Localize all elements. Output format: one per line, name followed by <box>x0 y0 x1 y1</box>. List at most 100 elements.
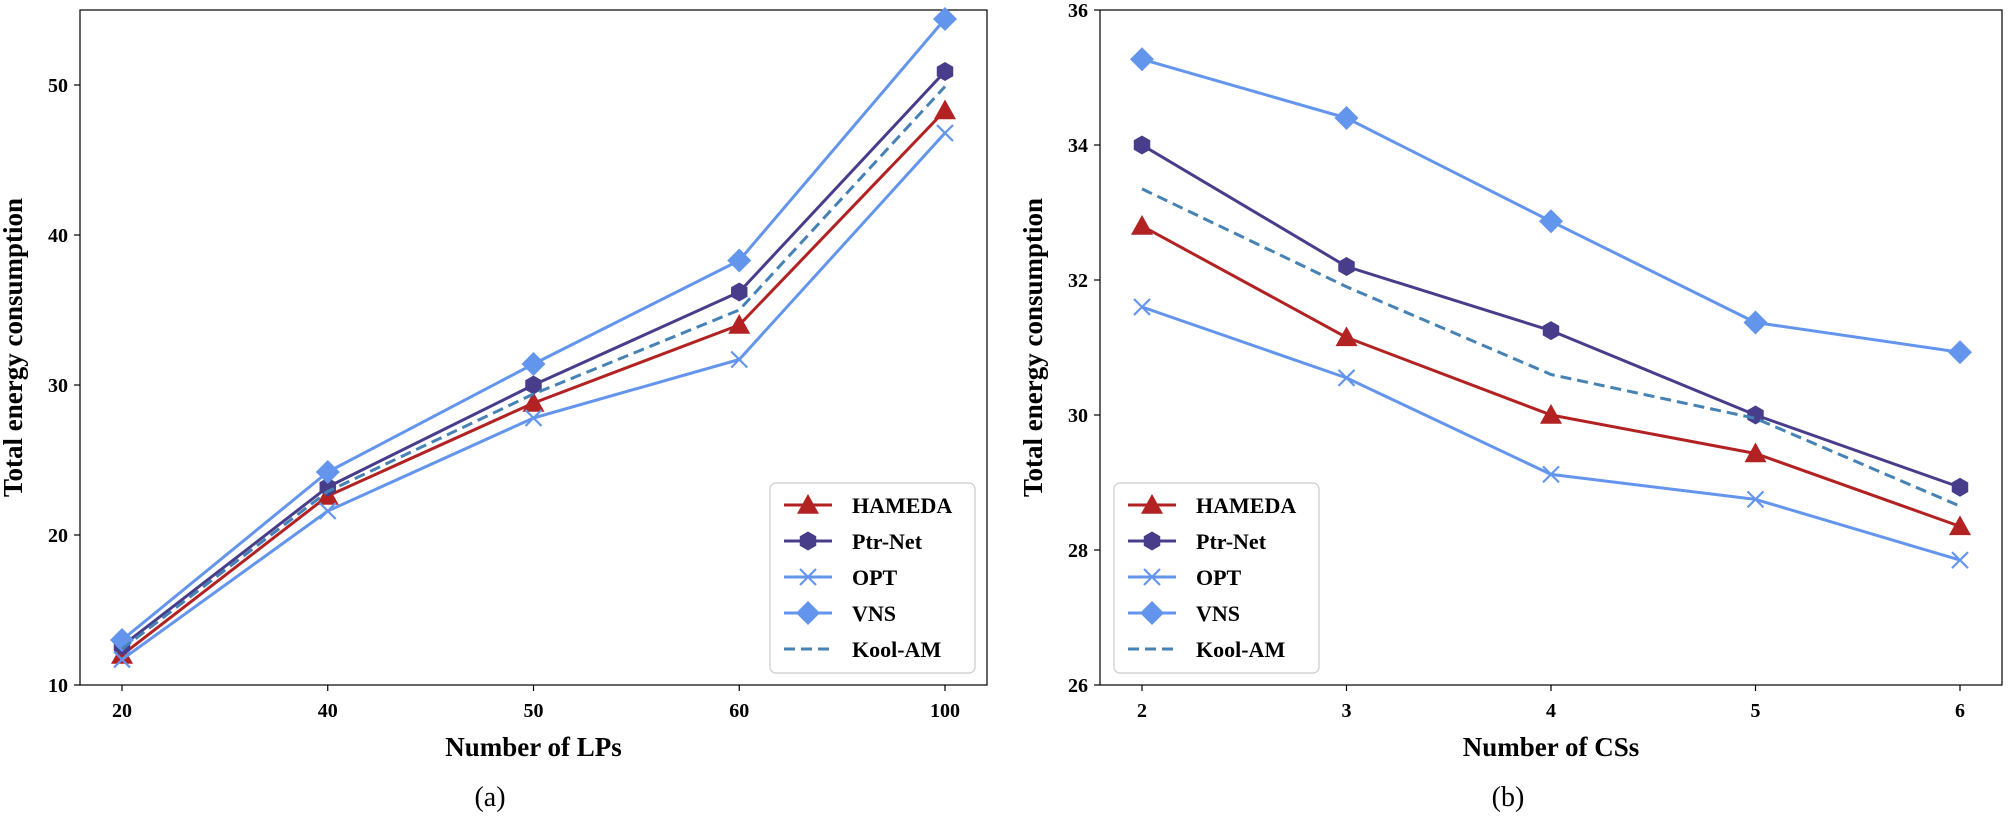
chart-caption: (a) <box>474 782 505 813</box>
data-point <box>1540 404 1562 424</box>
data-point <box>521 352 546 376</box>
x-tick-label: 6 <box>1955 700 1965 722</box>
legend-label: HAMEDA <box>852 493 952 518</box>
legend-marker <box>796 601 820 625</box>
y-tick-label: 32 <box>1068 270 1088 292</box>
data-point <box>1948 340 1972 365</box>
data-point <box>1131 215 1153 235</box>
x-axis-label: Number of CSs <box>1463 732 1640 762</box>
legend-item: Kool-AM <box>1128 637 1285 662</box>
legend-label: VNS <box>852 601 896 626</box>
data-point <box>315 460 340 484</box>
series-ptr-net <box>1133 135 1969 497</box>
legend-item: OPT <box>784 565 898 590</box>
series-line <box>1141 187 1961 508</box>
series-line <box>1141 57 1961 354</box>
data-point <box>1949 515 1971 536</box>
data-point <box>1130 47 1154 72</box>
legend-item: Ptr-Net <box>1128 529 1267 554</box>
data-point <box>319 477 336 497</box>
data-point <box>318 502 337 520</box>
x-tick-label: 4 <box>1546 700 1556 722</box>
legend: HAMEDA Ptr-Net OPT VNS Kool-AM <box>769 482 976 674</box>
series-vns <box>1130 47 1972 365</box>
y-tick-label: 10 <box>48 675 68 697</box>
y-axis-label: Total energy consumption <box>1018 198 1048 497</box>
legend-item: Ptr-Net <box>784 529 923 554</box>
y-tick-label: 30 <box>1068 405 1088 427</box>
data-point <box>1338 257 1355 276</box>
data-point <box>727 248 752 273</box>
legend-box <box>769 482 976 674</box>
data-point <box>1747 405 1764 425</box>
x-tick-label: 20 <box>112 700 132 722</box>
series-ptr-net <box>113 62 954 656</box>
legend-label: HAMEDA <box>1196 493 1296 518</box>
x-tick-label: 100 <box>930 700 960 722</box>
x-tick-label: 2 <box>1137 700 1147 722</box>
legend-label: Kool-AM <box>852 637 941 662</box>
data-point <box>1335 326 1358 347</box>
data-point <box>936 62 954 81</box>
data-point <box>524 409 543 427</box>
y-tick-label: 26 <box>1068 675 1088 697</box>
data-point <box>1746 490 1765 509</box>
data-point <box>1542 321 1560 341</box>
x-axis-label: Number of LPs <box>445 732 622 762</box>
data-point <box>1337 369 1356 387</box>
data-point <box>522 392 545 412</box>
data-point <box>934 99 956 120</box>
legend-label: Ptr-Net <box>852 529 923 554</box>
legend-label: OPT <box>852 565 898 590</box>
legend: HAMEDA Ptr-Net OPT VNS Kool-AM <box>1113 482 1320 674</box>
x-tick-label: 50 <box>524 700 544 722</box>
legend-item: OPT <box>1128 565 1242 590</box>
series-hameda <box>1131 215 1971 536</box>
series-opt <box>113 124 954 669</box>
x-tick-label: 60 <box>729 700 749 722</box>
legend-item: HAMEDA <box>784 493 952 518</box>
legend-marker <box>1141 494 1163 514</box>
x-tick-label: 40 <box>318 700 338 722</box>
legend-marker <box>1140 601 1164 625</box>
legend-item: Kool-AM <box>784 637 941 662</box>
data-point <box>1744 442 1767 463</box>
legend-label: Ptr-Net <box>1196 529 1267 554</box>
legend-item: VNS <box>784 601 896 626</box>
legend-item: HAMEDA <box>1128 493 1296 518</box>
series-vns <box>110 7 957 652</box>
data-point <box>1542 465 1560 484</box>
y-tick-label: 50 <box>48 75 68 97</box>
data-point <box>730 350 749 369</box>
series-kool-am <box>1141 187 1961 508</box>
data-point <box>1539 209 1563 234</box>
y-tick-label: 36 <box>1068 0 1088 22</box>
chart-a: 20 40 50 60 100 10 20 30 40 50 Number of LPs Total … <box>0 7 988 813</box>
y-tick-label: 40 <box>48 225 68 247</box>
legend-marker <box>799 531 817 551</box>
data-point <box>936 124 954 142</box>
legend-label: VNS <box>1196 601 1240 626</box>
legend-label: OPT <box>1196 565 1242 590</box>
legend-marker <box>1143 531 1161 551</box>
y-tick-label: 28 <box>1068 540 1088 562</box>
data-point <box>1951 477 1969 497</box>
y-tick-label: 20 <box>48 525 68 547</box>
data-point <box>1133 135 1151 155</box>
x-tick-label: 5 <box>1751 700 1761 722</box>
legend-label: Kool-AM <box>1196 637 1285 662</box>
data-point <box>728 314 751 334</box>
data-point <box>113 650 131 669</box>
legend-marker <box>1143 568 1161 586</box>
data-point <box>525 375 542 395</box>
data-point <box>1951 551 1969 569</box>
series-line <box>121 85 947 651</box>
data-point <box>731 282 748 302</box>
data-point <box>933 7 957 31</box>
legend-marker <box>799 568 817 586</box>
series-kool-am <box>121 85 947 651</box>
series-opt <box>1133 298 1969 569</box>
legend-marker <box>797 494 819 514</box>
